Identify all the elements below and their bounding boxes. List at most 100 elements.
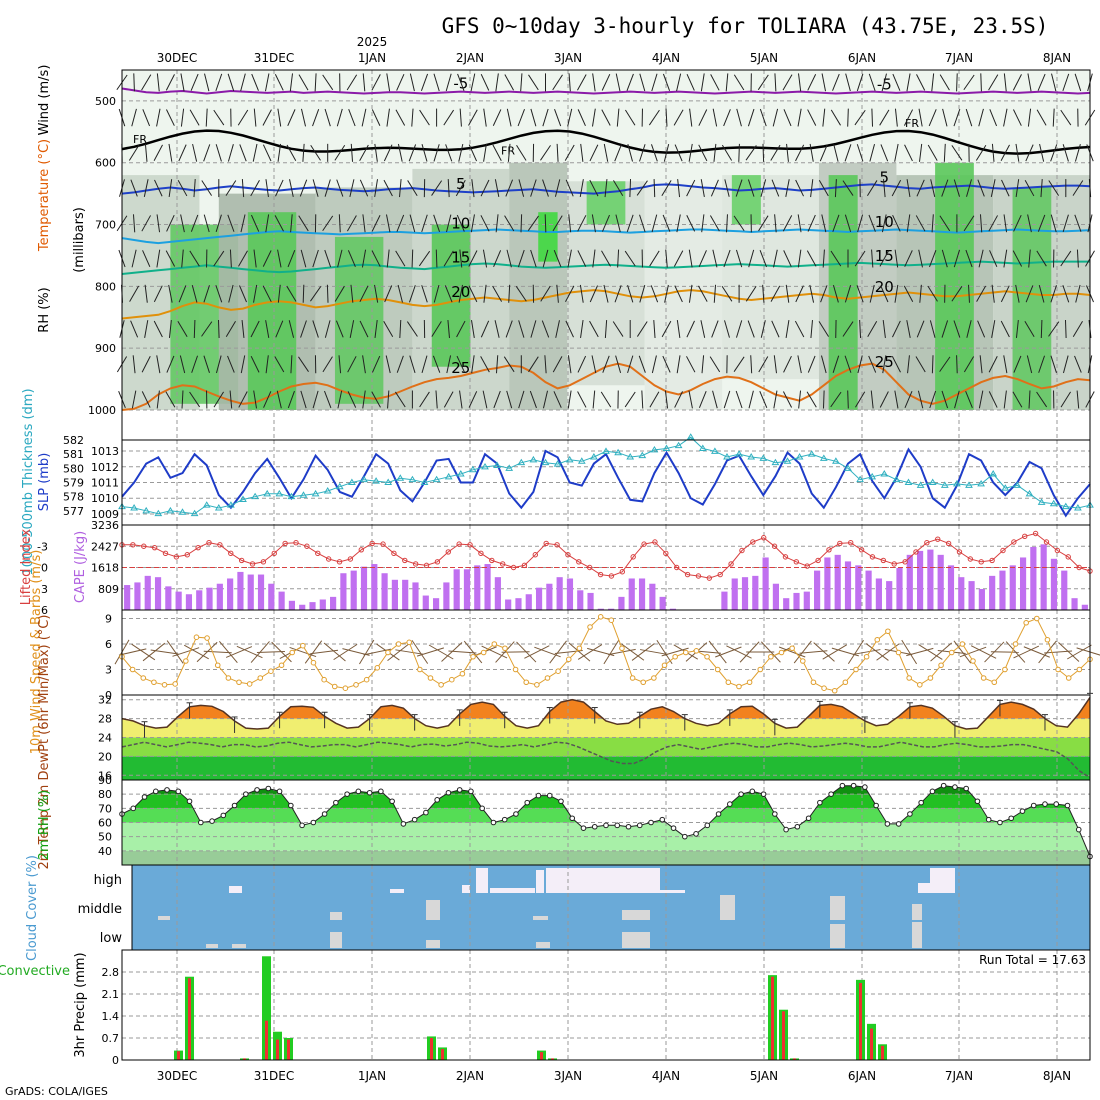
wind-barb bbox=[433, 73, 440, 92]
wind-barb bbox=[443, 391, 454, 408]
wind-barb bbox=[785, 179, 790, 198]
cape-bar bbox=[597, 608, 604, 610]
rh-point bbox=[1075, 826, 1082, 833]
wind-barb bbox=[868, 355, 877, 373]
wind-barb bbox=[399, 320, 402, 339]
precip-convective-bar bbox=[287, 1039, 290, 1060]
temperature-layer-label: Temperature (°C) bbox=[37, 139, 52, 252]
cape-bar bbox=[947, 565, 955, 610]
rh-tick-label: 40 bbox=[98, 845, 112, 858]
wind-barb bbox=[832, 214, 840, 232]
thickness-point bbox=[795, 453, 804, 460]
wind-barb bbox=[833, 143, 839, 162]
wind-barb bbox=[362, 214, 366, 233]
wind-barb bbox=[589, 285, 599, 303]
lifted-index-point bbox=[456, 541, 462, 547]
thickness-point bbox=[928, 478, 937, 485]
wind-barb bbox=[130, 179, 138, 197]
thickness-tick-label: 577 bbox=[63, 505, 84, 518]
cape-bar bbox=[1071, 598, 1078, 610]
wind-barb bbox=[411, 249, 414, 268]
wind-barb bbox=[869, 284, 875, 303]
wind-speed-point bbox=[895, 649, 902, 656]
wind-barb bbox=[807, 214, 816, 232]
wind-barb bbox=[689, 108, 693, 127]
wind-barb bbox=[324, 108, 331, 127]
rh-band bbox=[334, 236, 384, 404]
wind-barb bbox=[215, 285, 223, 303]
wind-barb bbox=[759, 391, 768, 408]
lifted-index-point bbox=[782, 554, 789, 560]
freezing-label: FR bbox=[133, 133, 147, 146]
rh-point bbox=[636, 822, 643, 829]
rh-point bbox=[535, 792, 542, 799]
cape-bar bbox=[196, 590, 203, 610]
wind-barb bbox=[782, 391, 793, 408]
wind-barb bbox=[651, 73, 658, 92]
lifted-index-point bbox=[1000, 547, 1006, 554]
wind-barb bbox=[978, 108, 984, 127]
wind-barb bbox=[201, 180, 213, 196]
wind-barb bbox=[786, 143, 789, 162]
rh-point bbox=[839, 782, 846, 789]
cape-tick-label: 3236 bbox=[91, 519, 119, 532]
rh-band bbox=[828, 175, 858, 410]
thickness-point bbox=[360, 475, 368, 483]
wind-barb bbox=[190, 214, 199, 232]
temp-band bbox=[122, 737, 1090, 757]
dewpoint-line bbox=[121, 741, 1091, 779]
wind-barb bbox=[495, 355, 499, 374]
lifted-index-point bbox=[412, 561, 419, 567]
lifted-index-point bbox=[717, 571, 723, 578]
wind-barb bbox=[988, 215, 999, 232]
wind-barb bbox=[227, 355, 235, 373]
cape-bar bbox=[906, 554, 913, 610]
wind-barb bbox=[818, 321, 829, 337]
rh-point bbox=[929, 788, 936, 795]
thickness-point bbox=[493, 461, 501, 468]
wind-barb bbox=[276, 390, 282, 409]
lifted-index-point bbox=[184, 552, 190, 558]
wind-barb bbox=[457, 73, 465, 91]
wind-barb bbox=[928, 109, 937, 127]
wind-barb bbox=[676, 73, 682, 92]
wind-barb bbox=[1024, 321, 1035, 337]
wind-barb bbox=[240, 355, 246, 374]
wind-barb bbox=[639, 73, 646, 92]
wind-barb bbox=[240, 214, 246, 233]
lifted-index-line bbox=[122, 532, 1091, 579]
cape-bar bbox=[175, 591, 182, 610]
cape-bar bbox=[793, 592, 800, 610]
wind-barb bbox=[813, 642, 835, 662]
cape-bar bbox=[649, 583, 656, 610]
rh-point bbox=[130, 805, 137, 812]
cape-bar bbox=[309, 602, 316, 610]
rh-point bbox=[276, 788, 283, 795]
wind-barb bbox=[747, 320, 755, 338]
wind-barb bbox=[941, 249, 948, 268]
wind-barb bbox=[797, 355, 802, 374]
precip-tick-label: 0.7 bbox=[102, 1032, 120, 1045]
thickness-tick-label: 580 bbox=[63, 462, 84, 475]
wind-barb bbox=[892, 73, 901, 91]
wind-barb bbox=[397, 143, 403, 162]
wind-barb bbox=[346, 215, 357, 232]
precip-convective-bar bbox=[265, 1020, 268, 1060]
wind-speed-point bbox=[438, 682, 444, 688]
wind-barb bbox=[956, 73, 958, 92]
wind-barb bbox=[374, 284, 379, 303]
wind-speed-point bbox=[448, 676, 455, 683]
wind-barb bbox=[733, 356, 745, 372]
wind-speed-point bbox=[1044, 636, 1051, 643]
wind-barb bbox=[262, 144, 272, 162]
wind-barb bbox=[965, 390, 973, 409]
wind-barb bbox=[953, 640, 972, 664]
wind-barb bbox=[298, 74, 309, 91]
wind-barb bbox=[915, 215, 926, 232]
wind-barb bbox=[322, 356, 333, 373]
wind-barb bbox=[518, 320, 525, 338]
wind-barb bbox=[845, 73, 851, 92]
wind-barb bbox=[865, 643, 889, 661]
wind-barb bbox=[698, 109, 708, 126]
wind-barb bbox=[203, 355, 210, 373]
